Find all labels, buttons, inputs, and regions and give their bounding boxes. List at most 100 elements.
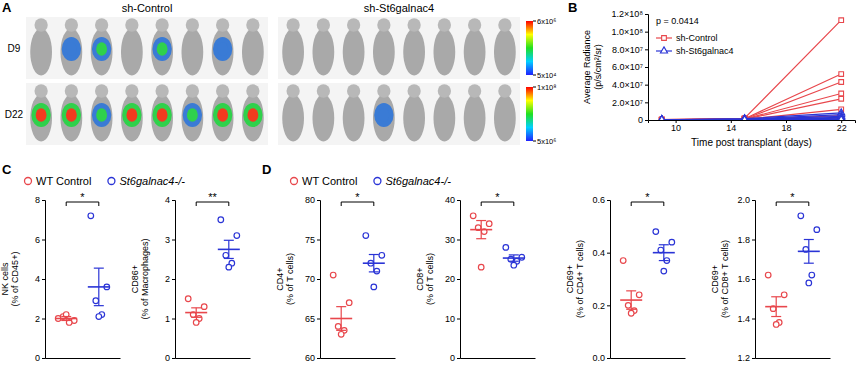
tick-label: 0.2 [592, 301, 605, 311]
tick-mark [645, 32, 648, 33]
error-bar-cap [191, 307, 201, 308]
tick-mark [645, 49, 648, 50]
point [470, 213, 476, 219]
signal [92, 37, 111, 61]
tick-mark [457, 279, 460, 280]
mouse-body [151, 94, 173, 141]
annotation: * [495, 191, 500, 203]
point [185, 296, 191, 302]
tick: 0 [638, 115, 648, 125]
image-frame [26, 83, 268, 145]
tick-mark [457, 200, 460, 201]
error-bar-cap [61, 316, 71, 317]
tick-mark [317, 279, 320, 280]
mouse-body [312, 94, 334, 141]
mouse [343, 18, 365, 75]
error-bar-cap [476, 238, 486, 239]
legend-entry: WT Control [25, 175, 92, 187]
series-line [662, 113, 841, 120]
signal [62, 37, 81, 61]
axis-title: (p/s/cm²/sr) [593, 44, 603, 90]
tick-mark [317, 200, 320, 201]
legend-marker [108, 178, 115, 185]
tick-label: 10 [445, 314, 455, 324]
error-bar-cap [626, 309, 636, 310]
point [330, 272, 336, 278]
mouse [60, 18, 82, 75]
tick-mark [172, 240, 175, 241]
mouse-head [65, 18, 78, 31]
signal [217, 42, 228, 55]
mouse-body [282, 94, 304, 141]
point [218, 217, 224, 223]
tick-mark [172, 200, 175, 201]
mouse-body [242, 28, 264, 75]
point [346, 300, 352, 306]
tick-label: 20 [445, 274, 455, 284]
marker [741, 115, 748, 120]
series-line [662, 115, 841, 120]
tick-mark [457, 358, 460, 359]
error-bar-line [631, 291, 632, 309]
tick: 20 [445, 274, 460, 284]
mouse-body [60, 28, 82, 75]
mouse-body [403, 94, 425, 141]
annotation: * [790, 191, 795, 203]
mouse [30, 84, 52, 141]
signal [213, 103, 232, 127]
signal [66, 42, 77, 55]
error-bar [336, 307, 346, 331]
series-line [662, 119, 841, 120]
marker [658, 116, 665, 120]
tick-label: 40 [445, 195, 455, 205]
error-bar-cap [336, 330, 346, 331]
tick-label: 0 [638, 115, 643, 125]
panel-b: B1014182202.0×10⁷4.0×10⁷6.0×10⁷8.0×10⁷1.… [568, 0, 856, 148]
axis: 6065707580 [305, 195, 321, 363]
dot-plot: 0.00.20.40.6CD69+(% of CD4+ T cells)* [565, 191, 686, 363]
point [363, 233, 369, 239]
mouse [91, 18, 113, 75]
error-bar-cap [509, 261, 519, 262]
panel-a: Ash-Controlsh-St6galnac4D96x10⁶5x10⁴D221… [2, 0, 557, 146]
legend-entry: St6galnac4-/- [374, 175, 451, 187]
point [628, 310, 634, 316]
point [371, 284, 377, 290]
point [88, 213, 94, 219]
marker [741, 115, 748, 120]
legend-label: sh-Control [676, 33, 718, 43]
axis-line [756, 358, 831, 359]
tick-mark [172, 319, 175, 320]
tick-label: 0 [165, 353, 170, 363]
error-bar-line [196, 308, 197, 317]
tick: 70 [305, 274, 320, 284]
signal [152, 37, 171, 61]
colorbar [526, 87, 533, 141]
error-bar [509, 255, 519, 261]
legend-marker [291, 178, 298, 185]
series-line [662, 74, 841, 120]
error-bar-cap [224, 258, 234, 259]
mouse-head [377, 18, 390, 31]
signal [157, 108, 168, 121]
signal [243, 103, 262, 127]
axis-line [172, 201, 176, 359]
dot-plot: C02468NK cells(% of CD45+)*WT ControlSt6… [0, 162, 185, 363]
annotation: * [355, 191, 360, 203]
tick-label: 1.8 [737, 235, 750, 245]
mouse [151, 84, 173, 141]
axis: 02.0×10⁷4.0×10⁷6.0×10⁷8.0×10⁷1.0×10⁸1.2×… [611, 9, 648, 125]
tick-mark [172, 279, 175, 280]
tick-mark [533, 75, 536, 76]
point [636, 292, 642, 298]
tick-label: 6.0×10⁷ [612, 62, 643, 72]
tick: 18 [781, 120, 791, 133]
mouse [464, 18, 486, 75]
tick-label: 0.4 [592, 248, 605, 258]
signal [374, 103, 393, 127]
marker [658, 116, 665, 120]
series-line [662, 82, 841, 120]
point [503, 245, 509, 251]
tick: 6.0×10⁷ [612, 62, 648, 72]
error-bar-cap [94, 268, 104, 269]
